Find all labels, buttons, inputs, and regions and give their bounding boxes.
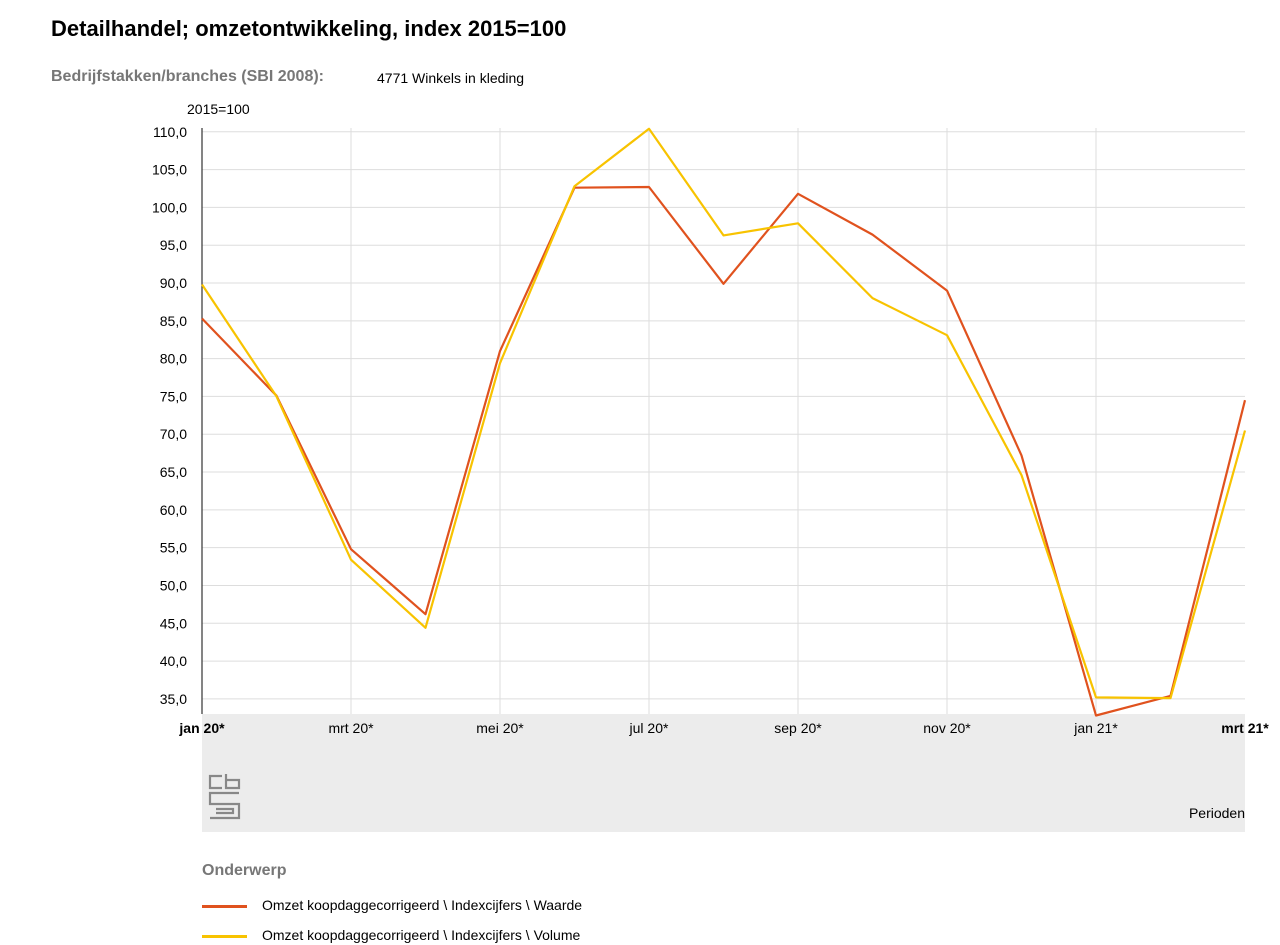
x-tick-label: mrt 20* xyxy=(328,720,374,736)
data-point[interactable] xyxy=(1093,694,1099,700)
data-point[interactable] xyxy=(199,316,205,322)
x-tick-label: jul 20* xyxy=(629,720,669,736)
x-tick-label: nov 20* xyxy=(923,720,971,736)
x-tick-labels: jan 20* mrt 20* mei 20* jul 20* sep 20* nov 2… xyxy=(178,720,1269,736)
y-tick-labels: 110,0 105,0 100,0 95,0 90,0 85,0 80,0 75,0 70,0 6… xyxy=(152,124,187,707)
y-tick-label: 110,0 xyxy=(153,124,187,140)
legend-swatch-volume xyxy=(202,935,247,938)
y-tick-label: 40,0 xyxy=(160,653,187,669)
data-point[interactable] xyxy=(348,546,354,552)
data-point[interactable] xyxy=(870,295,876,301)
y-tick-label: 70,0 xyxy=(160,426,187,442)
data-point[interactable] xyxy=(721,281,727,287)
y-tick-label: 75,0 xyxy=(160,388,187,404)
y-tick-label: 65,0 xyxy=(160,464,187,480)
data-point[interactable] xyxy=(1242,427,1248,433)
x-axis-band xyxy=(202,714,1245,832)
data-point[interactable] xyxy=(1019,472,1025,478)
series-lines xyxy=(199,126,1248,719)
legend-swatch-waarde xyxy=(202,905,247,908)
data-point[interactable] xyxy=(944,288,950,294)
y-tick-label: 90,0 xyxy=(160,275,187,291)
data-point[interactable] xyxy=(348,557,354,563)
cbs-logo-c xyxy=(208,774,222,790)
data-point[interactable] xyxy=(1093,713,1099,719)
y-tick-label: 100,0 xyxy=(152,199,187,215)
y-tick-label: 105,0 xyxy=(152,162,187,178)
data-point[interactable] xyxy=(497,360,503,366)
data-point[interactable] xyxy=(870,232,876,238)
y-tick-label: 95,0 xyxy=(160,237,187,253)
data-point[interactable] xyxy=(721,232,727,238)
y-tick-label: 85,0 xyxy=(160,313,187,329)
y-axis-label: 2015=100 xyxy=(187,101,250,117)
data-point[interactable] xyxy=(274,393,280,399)
y-tick-label: 60,0 xyxy=(160,502,187,518)
data-point[interactable] xyxy=(646,184,652,190)
cbs-logo-inner xyxy=(216,807,235,815)
data-point[interactable] xyxy=(423,625,429,631)
cbs-logo-b xyxy=(224,774,241,790)
data-point[interactable] xyxy=(1242,397,1248,403)
data-point[interactable] xyxy=(1168,695,1174,701)
y-tick-label: 50,0 xyxy=(160,577,187,593)
page-title: Detailhandel; omzetontwikkeling, index 2… xyxy=(51,16,567,41)
data-point[interactable] xyxy=(795,220,801,226)
legend-label-volume: Omzet koopdaggecorrigeerd \ Indexcijfers… xyxy=(262,927,581,943)
data-point[interactable] xyxy=(646,126,652,132)
series-line-0[interactable] xyxy=(201,185,1247,717)
legend-label-waarde: Omzet koopdaggecorrigeerd \ Indexcijfers… xyxy=(262,897,583,913)
x-axis-label: Perioden xyxy=(1189,805,1245,821)
cbs-logo-s xyxy=(208,791,241,820)
x-tick-label: sep 20* xyxy=(774,720,822,736)
data-point[interactable] xyxy=(1019,452,1025,458)
x-tick-label: jan 21* xyxy=(1073,720,1118,736)
data-point[interactable] xyxy=(795,191,801,197)
filter-value[interactable]: 4771 Winkels in kleding xyxy=(377,70,525,86)
series-line-1[interactable] xyxy=(201,127,1247,700)
data-point[interactable] xyxy=(572,183,578,189)
x-tick-label: mei 20* xyxy=(476,720,524,736)
y-tick-label: 80,0 xyxy=(160,351,187,367)
y-tick-label: 45,0 xyxy=(160,615,187,631)
legend-title: Onderwerp xyxy=(202,862,287,879)
y-tick-label: 35,0 xyxy=(160,691,187,707)
filter-label: Bedrijfstakken/branches (SBI 2008): xyxy=(51,68,324,85)
data-point[interactable] xyxy=(944,332,950,338)
cbs-logo xyxy=(208,774,241,820)
y-tick-label: 55,0 xyxy=(160,540,187,556)
data-point[interactable] xyxy=(199,282,205,288)
x-tick-label: mrt 21* xyxy=(1221,720,1269,736)
x-tick-label: jan 20* xyxy=(178,720,225,736)
data-point[interactable] xyxy=(497,348,503,354)
grid xyxy=(202,128,1245,714)
